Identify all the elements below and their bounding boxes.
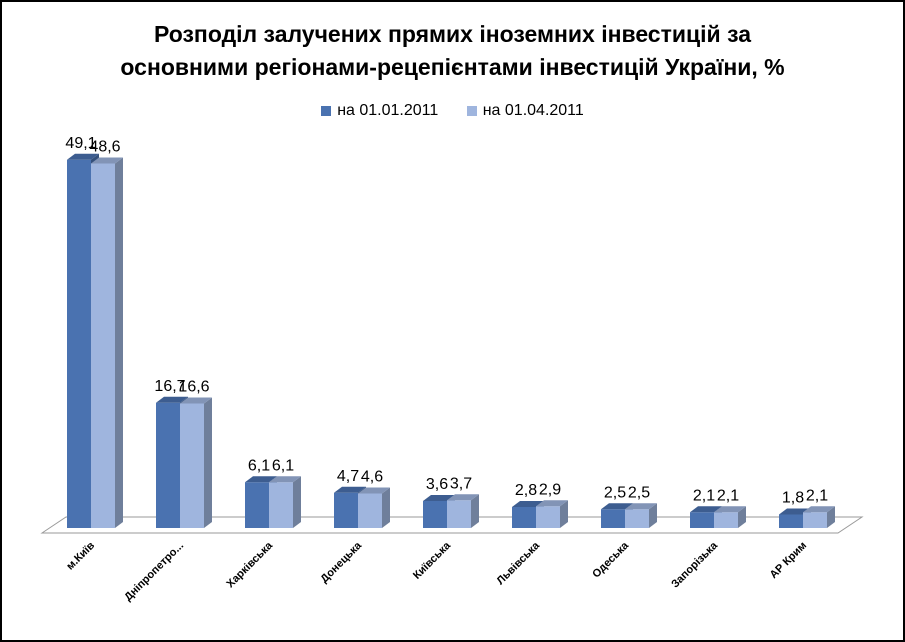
bar-series-2-2 [180,403,204,528]
x-tick-label-8: Запорізька [669,539,721,591]
data-label-series-2-3: 6,1 [272,457,294,474]
data-label-series-1-7: 2,5 [604,484,626,501]
bar-series-2-6 [536,506,560,528]
x-tick-label-6: Львівська [495,539,543,587]
bar-side-2-2 [204,397,212,528]
bar-series-1-1 [67,159,91,528]
chart-title: Розподіл залучених прямих іноземних інве… [0,18,905,84]
bar-side-2-5 [471,494,479,528]
bar-top-2-5 [447,494,479,501]
bar-top-2-9 [803,506,835,513]
legend-label-series-1: на 01.01.2011 [337,102,439,119]
bar-series-2-8 [714,512,738,528]
bar-side-2-9 [827,506,835,528]
x-tick-label-1: м.Київ [64,539,97,572]
bar-side-2-7 [649,503,657,528]
bar-series-2-5 [447,500,471,528]
data-label-series-2-8: 2,1 [717,487,739,504]
chart-legend: на 01.01.2011 на 01.04.2011 [0,102,905,121]
bar-series-1-5 [423,501,447,528]
bar-series-2-7 [625,509,649,528]
bar-top-2-2 [180,397,212,404]
data-label-series-1-9: 1,8 [782,490,804,507]
chart-title-line-2: основними регіонами-рецепієнтами інвести… [120,54,785,80]
bar-side-2-1 [115,157,123,528]
bar-side-2-4 [382,487,390,528]
bar-series-1-9 [779,514,803,528]
data-label-series-2-7: 2,5 [628,484,650,501]
data-label-series-1-4: 4,7 [337,468,359,485]
bar-top-2-1 [91,157,123,164]
bar-series-1-3 [245,482,269,528]
bar-top-1-6 [512,501,544,507]
bar-series-2-9 [803,512,827,528]
legend-item-series-1: на 01.01.2011 [321,102,438,120]
data-label-series-2-6: 2,9 [539,481,561,498]
legend-swatch-series-2 [466,106,477,116]
bar-top-2-4 [358,487,390,494]
chart-title-line-1: Розподіл залучених прямих іноземних інве… [153,21,751,47]
x-tick-label-9: АР Крим [768,540,809,581]
data-label-series-2-4: 4,6 [361,469,383,486]
data-label-series-1-5: 3,6 [426,476,448,493]
bar-series-1-8 [690,512,714,528]
bar-top-2-6 [536,500,568,507]
data-label-series-1-8: 2,1 [693,487,715,504]
bar-series-1-7 [601,509,625,528]
bar-top-1-5 [423,495,455,501]
bar-series-1-4 [334,492,358,528]
bar-series-1-6 [512,507,536,528]
data-label-series-1-6: 2,8 [515,482,537,499]
bar-top-1-4 [334,486,366,493]
bar-top-2-8 [714,506,746,513]
bar-series-1-2 [156,402,180,528]
bar-side-2-8 [738,506,746,528]
data-label-series-2-1: 48,6 [89,139,120,156]
x-tick-label-5: Київська [411,539,454,582]
bar-top-1-7 [601,503,633,510]
x-tick-label-4: Донецька [318,539,364,585]
data-label-series-1-3: 6,1 [248,457,270,474]
x-tick-label-3: Харківська [224,539,275,590]
data-label-series-2-2: 16,6 [178,379,209,396]
x-tick-label-2: Дніпропетро... [122,540,186,604]
bar-top-1-3 [245,476,277,483]
legend-swatch-series-1 [321,106,332,116]
bar-top-2-3 [269,476,301,483]
bar-top-2-7 [625,503,657,510]
bar-series-2-3 [269,482,293,528]
bar-top-1-2 [156,396,188,403]
bar-side-2-3 [293,476,301,528]
data-label-series-2-9: 2,1 [806,487,828,504]
bar-series-2-1 [91,163,115,528]
bar-side-2-6 [560,500,568,528]
x-tick-label-7: Одеська [590,539,631,580]
bar-top-1-8 [690,506,722,513]
bar-series-2-4 [358,493,382,528]
data-label-series-1-1: 49,1 [65,135,96,152]
data-label-series-1-2: 16,7 [154,378,185,395]
bar-top-1-1 [67,153,99,160]
data-label-series-2-5: 3,7 [450,475,472,492]
legend-label-series-2: на 01.04.2011 [482,102,584,119]
legend-item-series-2: на 01.04.2011 [466,102,584,120]
